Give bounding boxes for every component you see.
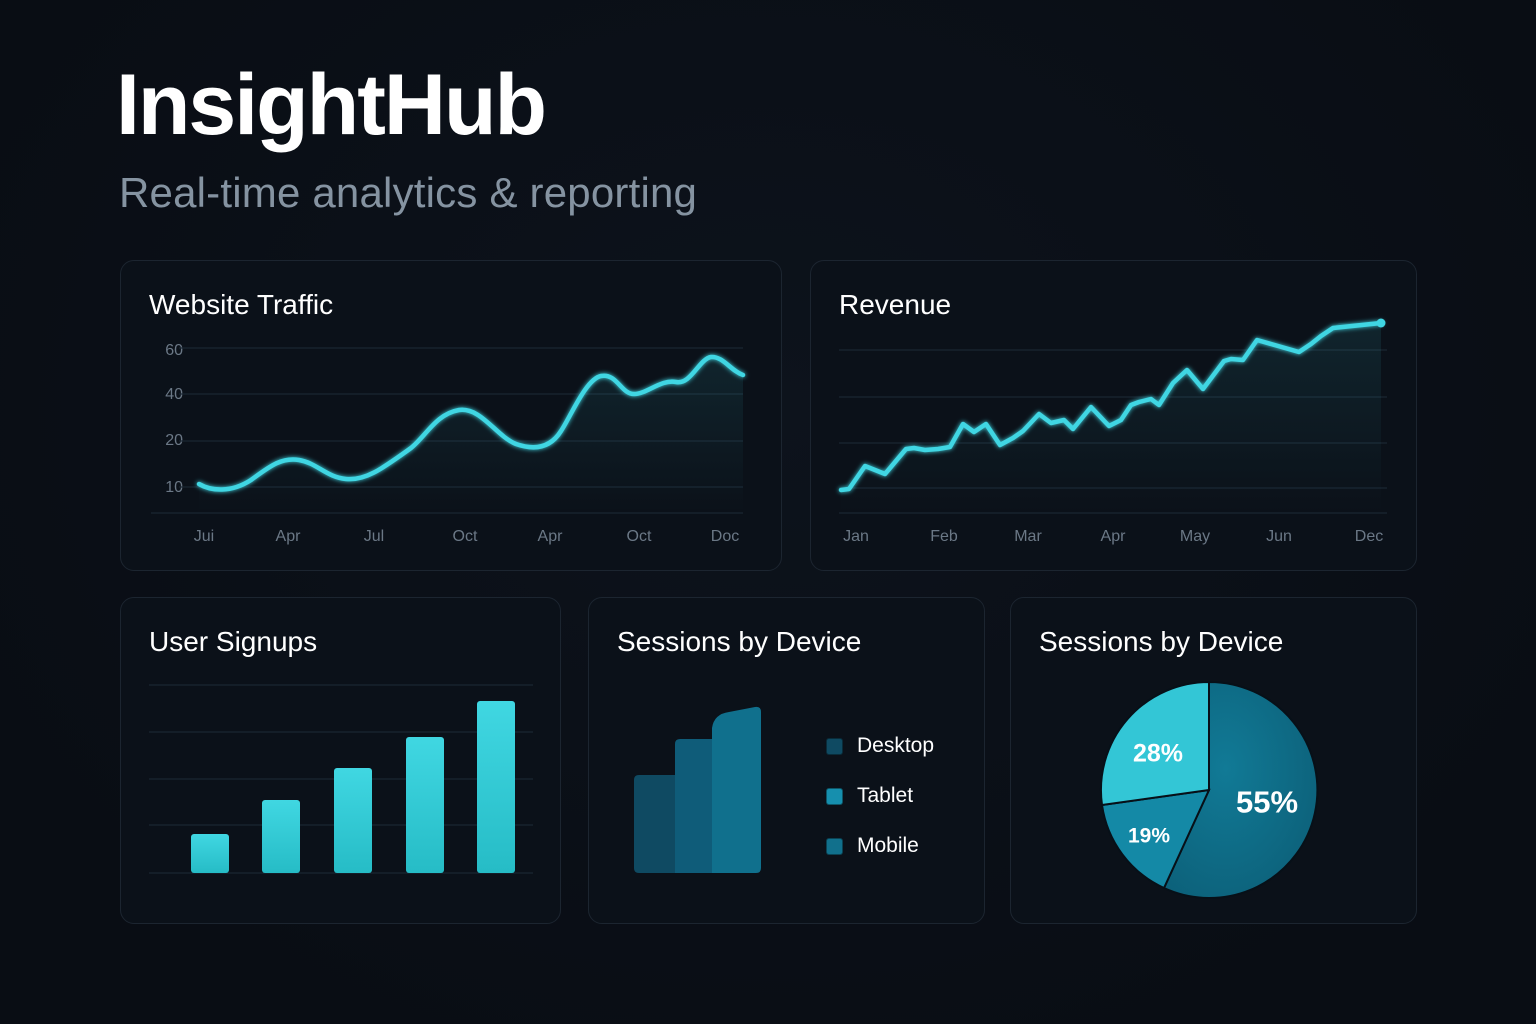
sessions-by-device-bar-card: Sessions by Device Desktop Tablet Mobile <box>588 597 985 924</box>
traffic-line-chart <box>151 347 746 514</box>
x-tick-label: Mar <box>1014 528 1042 545</box>
x-tick-label: Jun <box>1266 528 1292 545</box>
desktop-bar <box>634 775 675 873</box>
device-bar-chart <box>634 706 761 873</box>
legend-label: Mobile <box>857 834 919 857</box>
mobile-bar <box>712 706 761 873</box>
x-tick-label: Jan <box>843 528 869 545</box>
device-pie-chart <box>1099 680 1319 899</box>
x-tick-label: May <box>1179 528 1211 545</box>
signup-bar <box>334 768 372 873</box>
legend-label: Desktop <box>857 734 935 757</box>
card-title: Revenue <box>839 289 952 320</box>
pie-slice-19 <box>1100 788 1211 890</box>
x-tick-label: Oct <box>452 528 478 545</box>
revenue-card: Revenue Jan Feb Mar Apr May Jun Dec <box>810 260 1417 571</box>
x-tick-label: Jul <box>363 528 385 545</box>
traffic-area <box>199 356 743 513</box>
signup-bar <box>406 737 444 873</box>
legend-swatch <box>826 787 843 805</box>
x-tick-label: Feb <box>930 528 958 545</box>
revenue-line <box>838 320 1384 493</box>
pie-slice-28 <box>1099 680 1210 807</box>
legend-swatch <box>826 837 843 855</box>
signups-bar-chart <box>149 684 533 874</box>
card-title: User Signups <box>149 626 318 657</box>
y-tick-label: 10 <box>165 479 183 496</box>
legend-label: Tablet <box>857 784 914 807</box>
signup-bar <box>477 701 515 873</box>
user-signups-card: User Signups <box>120 597 561 924</box>
x-tick-label: Apr <box>537 528 563 545</box>
website-traffic-card: Website Traffic 60 40 20 10 Jui Apr Jul … <box>120 260 782 571</box>
legend-item-desktop: Desktop <box>826 734 934 758</box>
pie-slice-55 <box>1162 680 1319 899</box>
pie-label-28: 28% <box>1132 739 1184 768</box>
legend-item-tablet: Tablet <box>826 784 913 808</box>
x-tick-label: Jui <box>193 528 215 545</box>
y-tick-label: 40 <box>165 386 183 403</box>
legend-swatch <box>826 737 843 755</box>
pie-label-55: 55% <box>1235 784 1299 820</box>
card-title: Website Traffic <box>149 289 334 320</box>
x-tick-label: Oct <box>626 528 652 545</box>
card-title: Sessions by Device <box>1039 626 1284 657</box>
signup-bar <box>262 800 300 873</box>
sessions-by-device-pie-card: Sessions by Device 55% 19% 28% <box>1010 597 1417 924</box>
x-tick-label: Apr <box>275 528 301 545</box>
app-subtitle: Real-time analytics & reporting <box>119 169 698 216</box>
legend-item-mobile: Mobile <box>826 834 919 858</box>
x-tick-label: Apr <box>1100 528 1126 545</box>
traffic-line <box>196 354 746 492</box>
y-tick-label: 60 <box>165 342 183 359</box>
x-tick-label: Doc <box>710 528 740 545</box>
revenue-area <box>841 323 1381 513</box>
pie-label-19: 19% <box>1127 824 1171 848</box>
x-tick-label: Dec <box>1354 528 1384 545</box>
signup-bar <box>191 834 229 873</box>
card-title: Sessions by Device <box>617 626 862 657</box>
app-title: InsightHub <box>116 57 547 153</box>
tablet-bar <box>675 739 713 873</box>
y-tick-label: 20 <box>165 432 183 449</box>
revenue-endpoint-marker <box>1376 318 1386 328</box>
revenue-line-chart <box>838 318 1387 514</box>
